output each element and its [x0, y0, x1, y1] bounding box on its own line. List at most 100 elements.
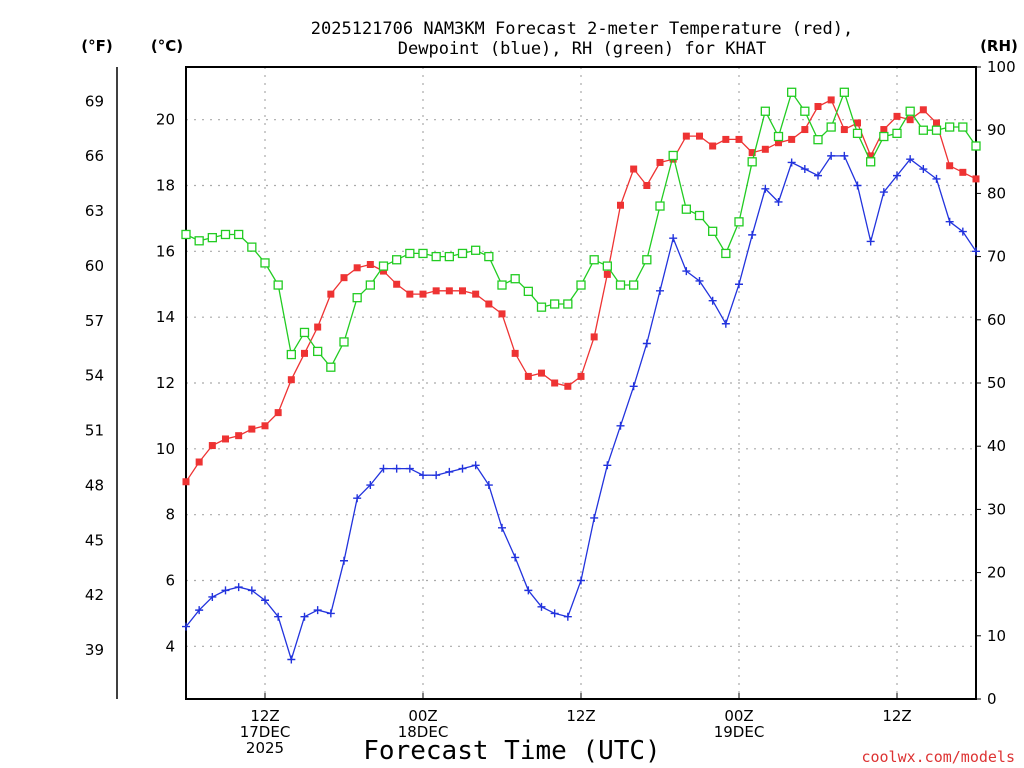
- dewpoint-point: [787, 158, 796, 167]
- rh-point: [299, 327, 310, 338]
- rh-point: [220, 229, 231, 240]
- temperature-point: [327, 290, 335, 298]
- rh-point: [484, 251, 494, 262]
- rh-point: [286, 349, 296, 360]
- dewpoint-point: [735, 280, 743, 289]
- rh-point: [918, 125, 928, 135]
- temperature-point: [459, 287, 466, 295]
- rh-tick-label: 40: [987, 437, 1006, 455]
- rh-tick-label: 30: [987, 500, 1006, 518]
- temperature-point: [867, 152, 875, 160]
- dewpoint-point: [945, 217, 954, 226]
- rh-point: [773, 131, 784, 142]
- chart-title-line1: 2025121706 NAM3KM Forecast 2-meter Tempe…: [311, 19, 853, 39]
- temperature-point: [287, 376, 295, 384]
- temperature-point: [643, 182, 651, 189]
- x-tick-label: 12Z: [882, 707, 911, 725]
- rh-tick-label: 80: [987, 184, 1006, 202]
- dewpoint-point: [827, 151, 836, 160]
- rh-point: [497, 280, 507, 290]
- dewpoint-point: [972, 247, 980, 256]
- x-tick-label: 2025: [246, 739, 284, 757]
- rh-point: [510, 274, 520, 284]
- dewpoint-point: [326, 609, 335, 618]
- fahrenheit-tick-label: 42: [85, 586, 104, 604]
- dewpoint-point: [182, 622, 190, 631]
- temperature-point: [261, 422, 269, 430]
- dewpoint-point: [366, 481, 375, 490]
- dewpoint-point: [208, 592, 217, 601]
- rh-point: [589, 255, 599, 265]
- temperature-point: [353, 264, 361, 272]
- celsius-tick-label: 12: [156, 374, 175, 392]
- rh-point: [839, 87, 849, 97]
- rh-point: [694, 210, 705, 221]
- rh-point: [431, 251, 441, 262]
- dewpoint-point: [498, 523, 506, 532]
- temperature-point: [485, 300, 493, 308]
- temperature-point: [696, 132, 703, 140]
- rh-point: [365, 280, 375, 290]
- rh-point: [892, 128, 902, 139]
- x-tick-label: 18DEC: [398, 723, 449, 741]
- dewpoint-point: [563, 612, 572, 621]
- dewpoint-point: [656, 286, 664, 295]
- dewpoint-point: [445, 467, 454, 476]
- temperature-point: [788, 135, 796, 143]
- temperature-point: [603, 270, 611, 278]
- fahrenheit-tick-label: 63: [85, 202, 104, 220]
- rh-point: [668, 150, 678, 161]
- x-tick-label: 00Z: [724, 707, 753, 725]
- temperature-point: [906, 116, 914, 124]
- rh-point: [260, 258, 270, 268]
- dewpoint-point: [669, 234, 678, 243]
- temperature-point: [893, 112, 901, 120]
- rh-point: [866, 157, 876, 167]
- chart-title-line2: Dewpoint (blue), RH (green) for KHAT: [398, 39, 766, 59]
- temperature-point: [524, 372, 532, 380]
- dewpoint-point: [353, 494, 362, 503]
- dewpoint-point: [774, 197, 783, 206]
- dewpoint-point: [761, 184, 770, 193]
- temperature-point: [801, 126, 809, 134]
- temperature-point: [814, 103, 822, 110]
- fahrenheit-tick-label: 54: [85, 367, 104, 385]
- dewpoint-point: [800, 165, 809, 174]
- temperature-point: [840, 126, 848, 134]
- dewpoint-point: [814, 171, 822, 180]
- rh-point: [971, 141, 981, 151]
- temperature-point: [933, 119, 940, 127]
- rh-point: [352, 293, 362, 303]
- dewpoint-point: [840, 151, 849, 160]
- dewpoint-point: [511, 553, 520, 562]
- celsius-tick-label: 6: [165, 572, 175, 590]
- rh-point: [760, 106, 770, 116]
- dewpoint-point: [287, 655, 296, 664]
- temperature-point: [248, 425, 256, 433]
- rh-point: [787, 87, 797, 97]
- dewpoint-point: [590, 513, 599, 522]
- temperature-point: [946, 162, 954, 170]
- dewpoint-point: [274, 612, 283, 621]
- temperature-point: [182, 478, 190, 486]
- dewpoint-point: [682, 267, 691, 276]
- dewpoint-point: [550, 609, 559, 618]
- dewpoint-point: [577, 576, 585, 585]
- celsius-tick-label: 18: [156, 177, 175, 195]
- fahrenheit-tick-label: 39: [85, 641, 104, 659]
- temperature-point: [274, 409, 282, 417]
- temperature-point: [208, 442, 216, 450]
- dewpoint-point: [708, 296, 717, 305]
- rh-point: [234, 229, 244, 240]
- temperature-point: [656, 158, 664, 166]
- dewpoint-point: [419, 471, 427, 480]
- rh-point: [879, 131, 889, 142]
- rh-point: [471, 245, 481, 255]
- dewpoint-point: [195, 606, 204, 615]
- rh-point: [708, 226, 718, 236]
- fahrenheit-tick-label: 57: [85, 312, 104, 330]
- celsius-tick-label: 8: [165, 506, 175, 524]
- dewpoint-point: [958, 227, 967, 236]
- x-tick-label: 12Z: [566, 707, 595, 725]
